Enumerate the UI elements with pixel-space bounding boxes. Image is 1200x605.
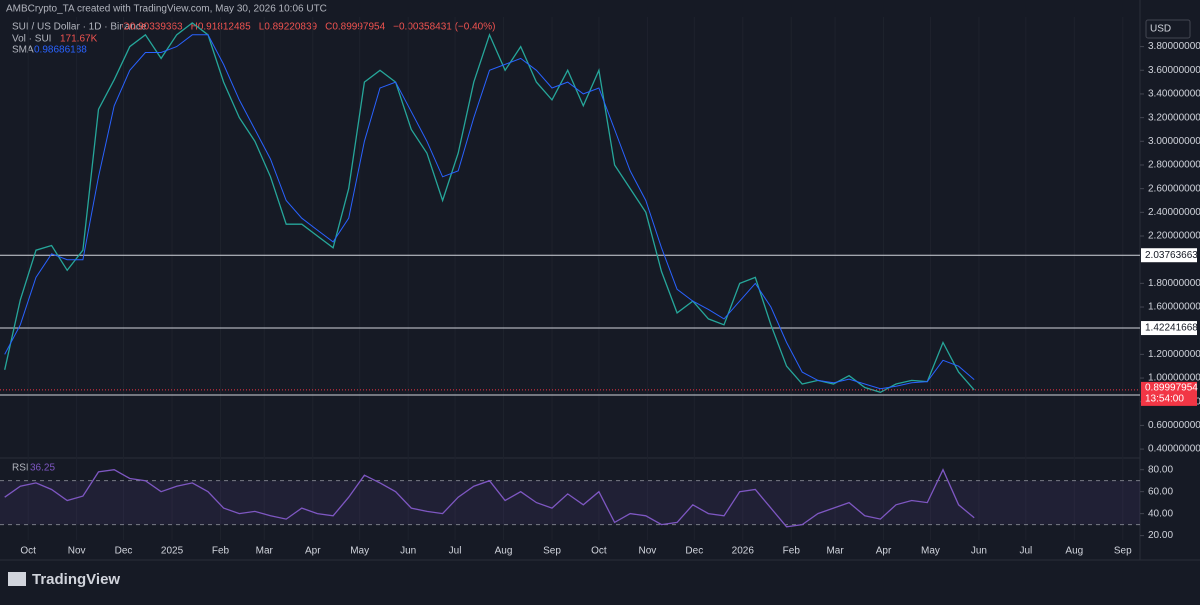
brand: TradingView bbox=[32, 571, 120, 588]
x-tick-label: Sep bbox=[1114, 546, 1132, 557]
ohlc: O0.90339363 H0.91812485 L0.89220839 C0.8999… bbox=[122, 22, 495, 33]
x-tick-label: Feb bbox=[212, 546, 230, 557]
x-tick-label: Nov bbox=[639, 546, 657, 557]
currency-box[interactable] bbox=[1145, 19, 1191, 39]
x-tick-label: Sep bbox=[543, 546, 561, 557]
y-tick-label: 80.00 bbox=[1148, 464, 1173, 475]
y-tick-label: 2.60000000 bbox=[1148, 183, 1200, 194]
x-tick-label: Dec bbox=[685, 546, 703, 557]
credit: AMBCrypto_TA created with TradingView.co… bbox=[6, 4, 327, 15]
y-tick-label: 1.60000000 bbox=[1148, 302, 1200, 313]
x-tick-label: Jun bbox=[971, 546, 987, 557]
countdown: 13:54:00 bbox=[1145, 394, 1184, 405]
y-tick-label: 1.20000000 bbox=[1148, 349, 1200, 360]
x-tick-label: 2025 bbox=[161, 546, 184, 557]
x-tick-label: Feb bbox=[783, 546, 801, 557]
volume-label: Vol · SUI bbox=[12, 34, 51, 45]
x-tick-label: Jun bbox=[400, 546, 416, 557]
x-tick-label: 2026 bbox=[732, 546, 755, 557]
level-box bbox=[1141, 321, 1197, 336]
y-tick-label: 2.40000000 bbox=[1148, 207, 1200, 218]
y-tick-label: 3.40000000 bbox=[1148, 89, 1200, 100]
ohlc-value: L0.89220839 bbox=[259, 22, 318, 33]
y-tick-label: 3.20000000 bbox=[1148, 112, 1200, 123]
y-tick-label: 1.00000000 bbox=[1148, 373, 1200, 384]
y-tick-label: 3.60000000 bbox=[1148, 65, 1200, 76]
y-tick-label: 40.00 bbox=[1148, 508, 1173, 519]
rsi-label: RSI bbox=[12, 463, 29, 474]
y-tick-label: 1.80000000 bbox=[1148, 278, 1200, 289]
x-tick-label: Aug bbox=[1065, 546, 1083, 557]
y-tick-label: 60.00 bbox=[1148, 486, 1173, 497]
brand-logo bbox=[8, 572, 26, 586]
last-price-label: 0.89997954 bbox=[1145, 383, 1198, 394]
rsi-value: 36.25 bbox=[30, 463, 55, 474]
last-price-box bbox=[1141, 381, 1197, 406]
level-label: 2.03763663 bbox=[1145, 250, 1198, 261]
x-tick-label: Mar bbox=[256, 546, 274, 557]
x-tick-label: Mar bbox=[826, 546, 844, 557]
y-tick-label: 20.00 bbox=[1148, 530, 1173, 541]
symbol: SUI / US Dollar · 1D · Binance bbox=[12, 22, 147, 33]
currency[interactable]: USD bbox=[1150, 24, 1171, 35]
sma-label: SMA bbox=[12, 45, 34, 56]
ohlc-value: O0.90339363 bbox=[122, 22, 183, 33]
rsi-band bbox=[0, 480, 1140, 525]
x-tick-label: Jul bbox=[449, 546, 462, 557]
level-label: 1.42241668 bbox=[1145, 323, 1198, 334]
x-tick-label: May bbox=[350, 546, 369, 557]
sma-value: 0.98686188 bbox=[34, 45, 87, 56]
y-tick-label: 3.80000000 bbox=[1148, 41, 1200, 52]
x-tick-label: Dec bbox=[115, 546, 133, 557]
x-tick-label: Oct bbox=[20, 546, 36, 557]
volume-value: 171.67K bbox=[60, 34, 98, 45]
x-tick-label: Apr bbox=[305, 546, 321, 557]
x-tick-label: May bbox=[921, 546, 940, 557]
ohlc-value: −0.00358431 (−0.40%) bbox=[393, 22, 495, 33]
level-box bbox=[1141, 248, 1197, 263]
y-tick-label: 0.60000000 bbox=[1148, 420, 1200, 431]
x-tick-label: Apr bbox=[876, 546, 892, 557]
series-line bbox=[4, 34, 975, 390]
x-tick-label: Jul bbox=[1019, 546, 1032, 557]
x-tick-label: Oct bbox=[591, 546, 607, 557]
ohlc-value: C0.89997954 bbox=[325, 22, 385, 33]
series-line bbox=[4, 468, 975, 528]
y-tick-label: 3.00000000 bbox=[1148, 136, 1200, 147]
y-tick-label: 0.40000000 bbox=[1148, 444, 1200, 455]
y-tick-label: 2.20000000 bbox=[1148, 231, 1200, 242]
y-tick-label: 2.80000000 bbox=[1148, 160, 1200, 171]
x-tick-label: Nov bbox=[68, 546, 86, 557]
x-tick-label: Aug bbox=[495, 546, 513, 557]
